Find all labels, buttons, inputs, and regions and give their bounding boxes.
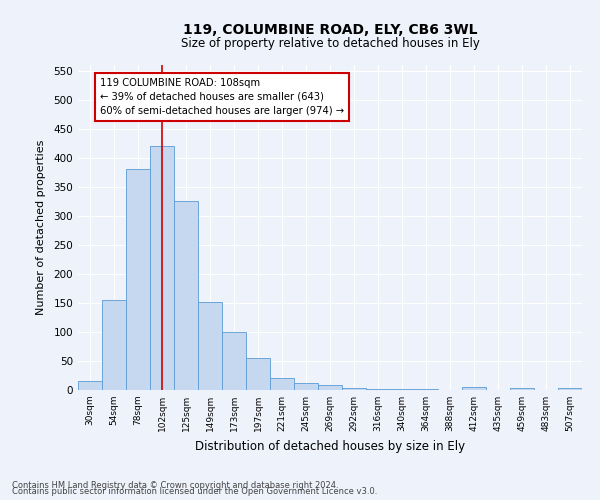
Bar <box>78 382 102 390</box>
Bar <box>558 388 582 390</box>
Bar <box>270 378 294 390</box>
Bar <box>222 332 246 390</box>
Bar <box>294 383 318 390</box>
Bar <box>174 202 198 390</box>
Bar <box>510 388 534 390</box>
Text: 119 COLUMBINE ROAD: 108sqm
← 39% of detached houses are smaller (643)
60% of sem: 119 COLUMBINE ROAD: 108sqm ← 39% of deta… <box>100 78 344 116</box>
X-axis label: Distribution of detached houses by size in Ely: Distribution of detached houses by size … <box>195 440 465 452</box>
Text: Size of property relative to detached houses in Ely: Size of property relative to detached ho… <box>181 38 479 51</box>
Bar <box>102 300 126 390</box>
Text: 119, COLUMBINE ROAD, ELY, CB6 3WL: 119, COLUMBINE ROAD, ELY, CB6 3WL <box>183 22 477 36</box>
Bar <box>366 389 390 390</box>
Y-axis label: Number of detached properties: Number of detached properties <box>37 140 46 315</box>
Bar <box>150 146 174 390</box>
Bar <box>318 386 342 390</box>
Text: Contains public sector information licensed under the Open Government Licence v3: Contains public sector information licen… <box>12 487 377 496</box>
Text: Contains HM Land Registry data © Crown copyright and database right 2024.: Contains HM Land Registry data © Crown c… <box>12 481 338 490</box>
Bar <box>126 170 150 390</box>
Bar <box>462 387 486 390</box>
Bar <box>198 302 222 390</box>
Bar <box>342 388 366 390</box>
Bar <box>246 358 270 390</box>
